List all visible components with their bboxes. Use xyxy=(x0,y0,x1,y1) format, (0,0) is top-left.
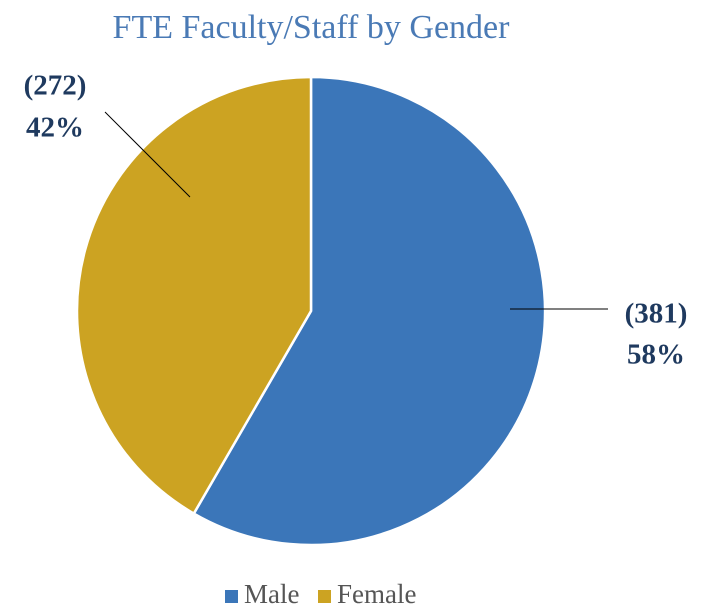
data-label: (272) xyxy=(24,70,87,102)
legend-swatch xyxy=(225,590,238,603)
pie-slice xyxy=(75,75,313,516)
legend-swatch xyxy=(318,590,331,603)
pie-slice xyxy=(192,75,547,547)
legend-label: Male xyxy=(244,579,299,609)
chart-title: FTE Faculty/Staff by Gender xyxy=(113,9,511,46)
legend: Male Female xyxy=(225,579,416,609)
data-label: 42% xyxy=(26,112,84,144)
legend-label: Female xyxy=(337,579,416,609)
pie xyxy=(75,75,547,547)
data-label: 58% xyxy=(627,339,685,371)
data-label: (381) xyxy=(625,298,688,330)
leader-line xyxy=(104,111,191,198)
